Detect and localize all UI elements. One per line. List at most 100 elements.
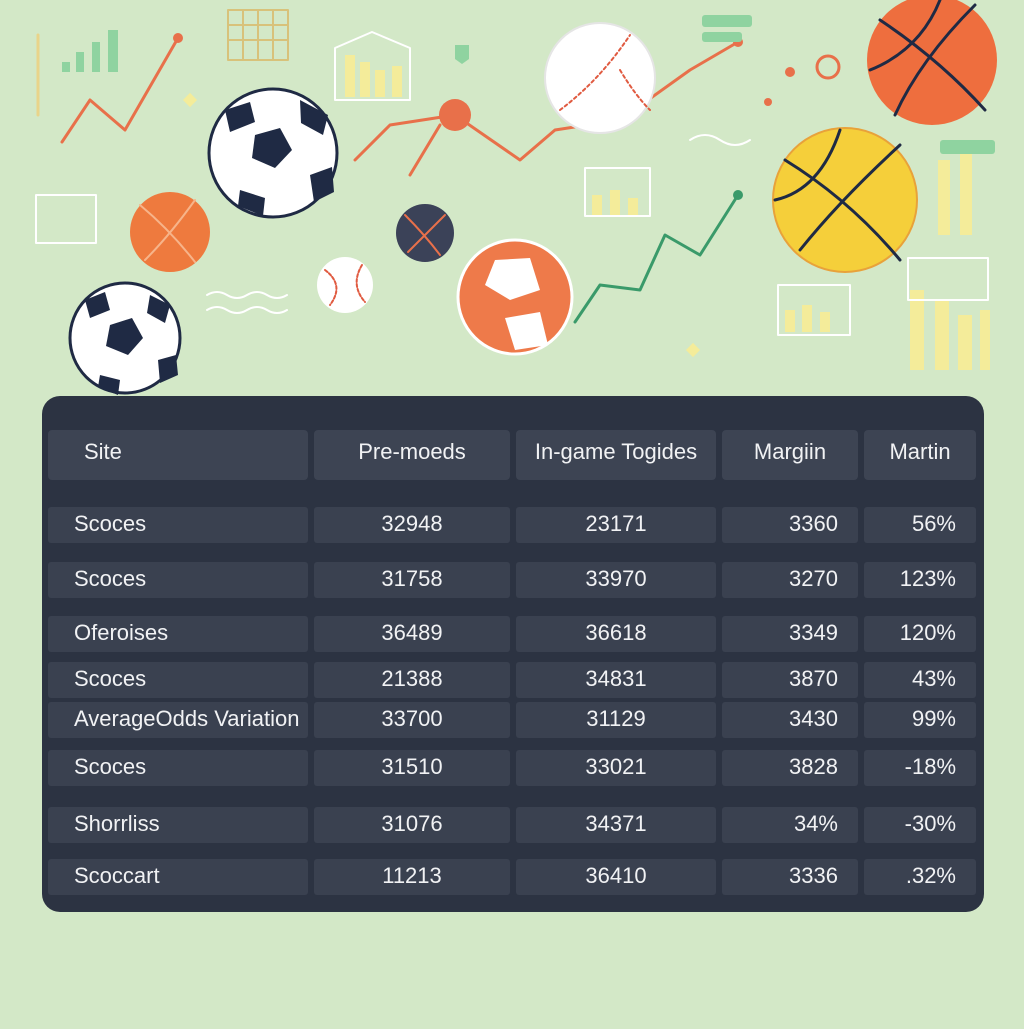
cell-text: 31129 [586, 706, 646, 731]
cell [314, 807, 510, 843]
cell [314, 702, 510, 738]
cell [48, 859, 308, 895]
cell-text: -18% [905, 754, 956, 779]
cell-text: 34831 [585, 666, 646, 691]
header-label: Margiin [754, 439, 826, 464]
cell-text: 123% [900, 566, 956, 591]
cell [864, 616, 976, 652]
decoration [252, 128, 292, 168]
decoration [907, 257, 989, 301]
cell [722, 859, 858, 895]
cell-text: 36410 [585, 863, 646, 888]
cell-text: -30% [905, 811, 956, 836]
decoration [227, 9, 289, 61]
cell-text: 33021 [585, 754, 646, 779]
cell-text: 3870 [789, 666, 838, 691]
decoration [505, 312, 548, 350]
decoration [777, 284, 851, 336]
decoration [334, 31, 411, 101]
cell-text: Scoccart [74, 863, 160, 888]
decoration [573, 193, 740, 324]
decoration [867, 0, 997, 125]
decoration [392, 66, 402, 97]
decoration [785, 310, 795, 332]
decoration [206, 134, 989, 314]
cell [864, 662, 976, 698]
decoration [456, 238, 574, 356]
decoration [130, 192, 210, 272]
cell-text: 3349 [789, 620, 838, 645]
decoration [408, 123, 442, 177]
cell [722, 702, 858, 738]
cell [722, 616, 858, 652]
cell [48, 702, 308, 738]
decoration [938, 160, 950, 235]
decoration [375, 70, 385, 97]
cell-text: 31758 [381, 566, 442, 591]
cell-text: 32948 [381, 511, 442, 536]
decoration [139, 199, 196, 263]
cell-text: 21388 [381, 666, 442, 691]
decoration [353, 40, 740, 162]
cell-text: 31076 [381, 811, 442, 836]
decoration [815, 54, 841, 80]
header-label: In-game Togides [535, 439, 697, 464]
decoration [92, 42, 100, 72]
cell-text: 56% [912, 511, 956, 536]
decoration [85, 292, 178, 395]
decoration [867, 0, 997, 125]
decoration [559, 34, 651, 111]
cell-text: Scoces [74, 511, 146, 536]
cell [722, 807, 858, 843]
cell [314, 859, 510, 895]
decoration [798, 143, 902, 252]
decoration [485, 258, 540, 300]
cell [314, 562, 510, 598]
decoration [35, 31, 851, 336]
decoration [628, 198, 638, 215]
decoration [592, 195, 602, 215]
cell-text: 99% [912, 706, 956, 731]
cell-text: 23171 [585, 511, 646, 536]
cell [48, 507, 308, 543]
header-cell [722, 430, 858, 480]
cell [314, 507, 510, 543]
decoration [610, 190, 620, 215]
cell-text: AverageOdds Variation [74, 706, 299, 731]
decoration [733, 190, 743, 200]
decoration [772, 127, 918, 273]
cell [864, 807, 976, 843]
cell-text: Shorrliss [74, 811, 160, 836]
cell-text: 3270 [789, 566, 838, 591]
cell-text: 3430 [789, 706, 838, 731]
cell [516, 702, 716, 738]
decoration [980, 310, 990, 370]
cell-text: 33970 [585, 566, 646, 591]
cell-text: 11213 [382, 863, 442, 888]
decoration [958, 315, 972, 370]
header-label: Martin [889, 439, 950, 464]
illustration [35, 0, 997, 395]
decoration [206, 291, 288, 314]
cell [48, 807, 308, 843]
cell-text: 33700 [381, 706, 442, 731]
cell [516, 616, 716, 652]
decoration [773, 128, 902, 262]
cell [722, 507, 858, 543]
cell [722, 662, 858, 698]
cell [864, 507, 976, 543]
decoration [227, 9, 289, 61]
decoration [868, 0, 942, 72]
decoration [783, 158, 902, 262]
cell [314, 662, 510, 698]
cell-text: 34% [794, 811, 838, 836]
decoration [345, 55, 355, 97]
cell [516, 562, 716, 598]
cell [48, 750, 308, 786]
header-label: Pre-moeds [358, 439, 466, 464]
cell-text: Scoces [74, 566, 146, 591]
decoration [324, 269, 338, 306]
decoration [702, 15, 752, 27]
decoration [619, 69, 651, 111]
